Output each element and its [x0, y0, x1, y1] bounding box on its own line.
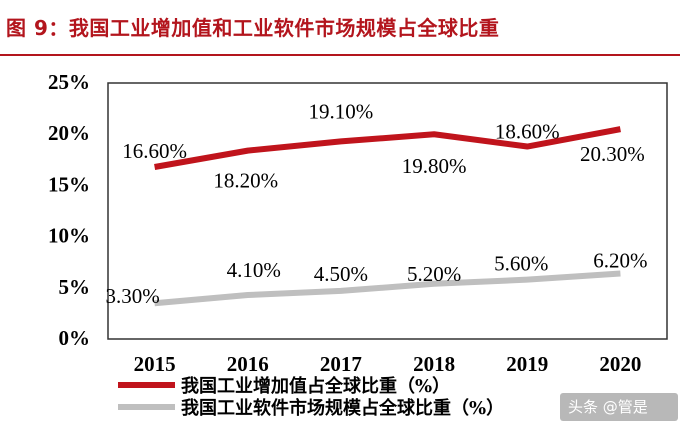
legend-label: 我国工业增加值占全球比重（%）	[181, 375, 450, 397]
legend: 我国工业增加值占全球比重（%）我国工业软件市场规模占全球比重（%）	[118, 375, 504, 419]
y-axis-ticks: 0% 5% 10% 15% 20% 25%	[48, 70, 90, 350]
data-label: 5.20%	[407, 262, 461, 286]
y-tick-label: 20%	[48, 121, 90, 145]
x-tick-label: 2015	[134, 352, 176, 376]
legend-label: 我国工业软件市场规模占全球比重（%）	[181, 397, 504, 419]
x-axis-ticks: 2015 2016 2017 2018 2019 2020	[134, 352, 642, 376]
data-label: 16.60%	[122, 139, 187, 163]
x-tick-label: 2017	[320, 352, 362, 376]
y-tick-label: 25%	[48, 70, 90, 94]
y-tick-label: 0%	[59, 326, 91, 350]
data-label: 18.60%	[495, 120, 560, 144]
title-underline	[0, 54, 680, 56]
watermark-text: 头条 @管是	[568, 398, 648, 416]
series-lines	[154, 126, 621, 307]
figure-title: 图 9：我国工业增加值和工业软件市场规模占全球比重	[6, 16, 500, 40]
data-label: 19.10%	[309, 99, 374, 123]
data-label: 18.20%	[213, 169, 278, 193]
x-tick-label: 2018	[413, 352, 455, 376]
y-tick-label: 5%	[59, 275, 91, 299]
x-tick-label: 2020	[599, 352, 641, 376]
watermark-backdrop	[560, 393, 678, 421]
data-label: 4.10%	[227, 258, 281, 282]
data-label: 6.20%	[593, 249, 647, 273]
data-label: 5.60%	[494, 252, 548, 276]
plot-frame	[107, 82, 668, 340]
data-label: 20.30%	[580, 142, 645, 166]
x-tick-label: 2016	[227, 352, 269, 376]
x-tick-label: 2019	[506, 352, 548, 376]
y-tick-label: 10%	[48, 224, 90, 248]
data-label: 19.80%	[402, 154, 467, 178]
y-tick-label: 15%	[48, 172, 90, 196]
series-line-1	[154, 126, 621, 170]
series-line-2	[154, 270, 621, 307]
data-label: 4.50%	[314, 262, 368, 286]
data-labels: 16.60% 18.20% 19.10% 19.80% 18.60% 20.30% 3.30…	[105, 99, 647, 308]
data-label: 3.30%	[105, 284, 159, 308]
